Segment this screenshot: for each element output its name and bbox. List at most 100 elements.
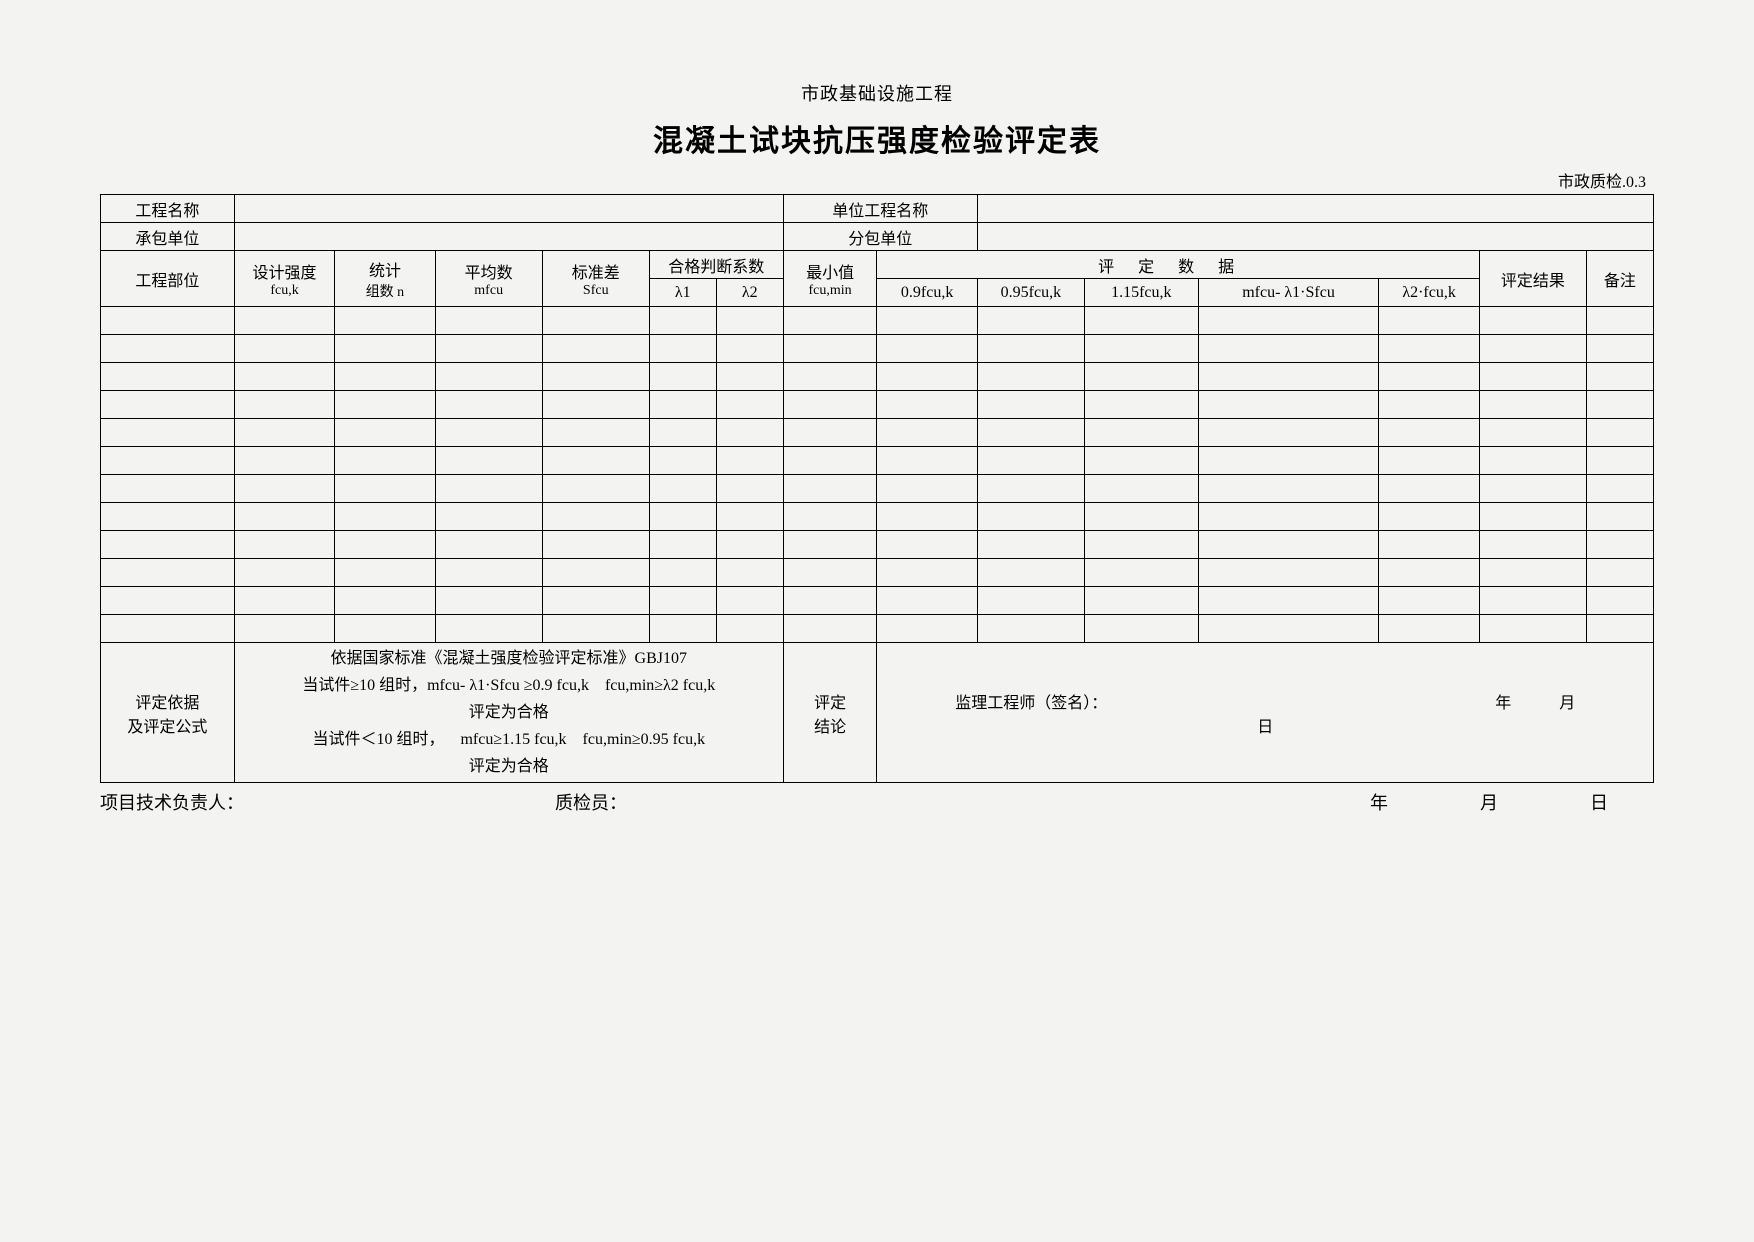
footer-day: 日 [1544, 789, 1654, 815]
table-cell [716, 335, 783, 363]
table-cell [877, 307, 977, 335]
table-cell [1198, 587, 1379, 615]
table-cell [1198, 307, 1379, 335]
table-cell [783, 363, 877, 391]
table-row [101, 391, 1654, 419]
table-cell [101, 587, 235, 615]
table-row [101, 559, 1654, 587]
footer-tech-lead: 项目技术负责人： [100, 789, 555, 815]
table-cell [783, 307, 877, 335]
table-cell [649, 391, 716, 419]
table-cell [1586, 615, 1653, 643]
table-cell [101, 615, 235, 643]
table-cell [1379, 335, 1479, 363]
table-cell [435, 587, 542, 615]
col-result: 评定结果 [1479, 251, 1586, 307]
table-cell [101, 447, 235, 475]
col-lambda1: λ1 [649, 279, 716, 307]
table-cell [542, 475, 649, 503]
table-cell [435, 307, 542, 335]
col-e4: mfcu- λ1·Sfcu [1198, 279, 1379, 307]
table-cell [1198, 475, 1379, 503]
footer-inspector: 质检员： [555, 789, 1324, 815]
col-e1: 0.9fcu,k [877, 279, 977, 307]
conclusion-month: 月 [1559, 695, 1575, 712]
table-cell [977, 391, 1084, 419]
table-cell [877, 615, 977, 643]
table-cell [977, 475, 1084, 503]
table-cell [716, 363, 783, 391]
table-cell [1084, 587, 1198, 615]
table-cell [101, 419, 235, 447]
table-cell [649, 419, 716, 447]
col-coef-group: 合格判断系数 [649, 251, 783, 279]
table-cell [234, 531, 334, 559]
table-cell [877, 363, 977, 391]
table-cell [1198, 419, 1379, 447]
table-cell [716, 475, 783, 503]
table-cell [101, 531, 235, 559]
table-cell [1479, 615, 1586, 643]
table-cell [1479, 307, 1586, 335]
label-contractor: 承包单位 [101, 223, 235, 251]
table-cell [335, 615, 435, 643]
table-cell [542, 335, 649, 363]
table-cell [101, 559, 235, 587]
table-row [101, 335, 1654, 363]
table-cell [783, 615, 877, 643]
table-cell [542, 391, 649, 419]
table-cell [1198, 335, 1379, 363]
table-row [101, 419, 1654, 447]
table-cell [1084, 419, 1198, 447]
table-cell [1198, 447, 1379, 475]
basis-line4: 当试件＜10 组时， mfcu≥1.15 fcu,k fcu,min≥0.95 … [235, 726, 783, 753]
col-std: 标准差 Sfcu [542, 251, 649, 307]
table-cell [1198, 531, 1379, 559]
label-subcontractor: 分包单位 [783, 223, 977, 251]
col-stat-t: 统计 [335, 257, 434, 281]
col-e5: λ2·fcu,k [1379, 279, 1479, 307]
table-cell [716, 391, 783, 419]
table-cell [1479, 363, 1586, 391]
table-cell [977, 307, 1084, 335]
table-cell [1586, 447, 1653, 475]
col-lambda2: λ2 [716, 279, 783, 307]
table-cell [1379, 531, 1479, 559]
table-cell [716, 559, 783, 587]
col-design-strength-t: 设计强度 [235, 259, 334, 283]
col-eval-group-text: 评定数据 [1098, 259, 1258, 276]
col-mean: 平均数 mfcu [435, 251, 542, 307]
table-cell [1084, 503, 1198, 531]
table-cell [1379, 363, 1479, 391]
table-cell [977, 587, 1084, 615]
table-cell [977, 531, 1084, 559]
table-cell [234, 503, 334, 531]
table-cell [542, 447, 649, 475]
table-cell [435, 419, 542, 447]
table-cell [1379, 475, 1479, 503]
table-cell [234, 307, 334, 335]
table-cell [335, 503, 435, 531]
table-cell [716, 447, 783, 475]
table-cell [335, 335, 435, 363]
col-design-strength-b: fcu,k [235, 283, 334, 299]
table-cell [649, 447, 716, 475]
conclusion-year: 年 [1495, 695, 1511, 712]
table-cell [877, 503, 977, 531]
table-cell [1379, 391, 1479, 419]
table-cell [716, 587, 783, 615]
table-cell [649, 503, 716, 531]
table-cell [649, 587, 716, 615]
table-cell [101, 307, 235, 335]
table-row [101, 363, 1654, 391]
table-cell [1084, 559, 1198, 587]
footer-row: 项目技术负责人： 质检员： 年 月 日 [100, 789, 1654, 815]
table-cell [649, 615, 716, 643]
table-cell [783, 447, 877, 475]
table-cell [542, 615, 649, 643]
table-cell [234, 615, 334, 643]
table-cell [335, 559, 435, 587]
table-cell [1084, 475, 1198, 503]
cell-contractor [234, 223, 783, 251]
table-cell [716, 419, 783, 447]
